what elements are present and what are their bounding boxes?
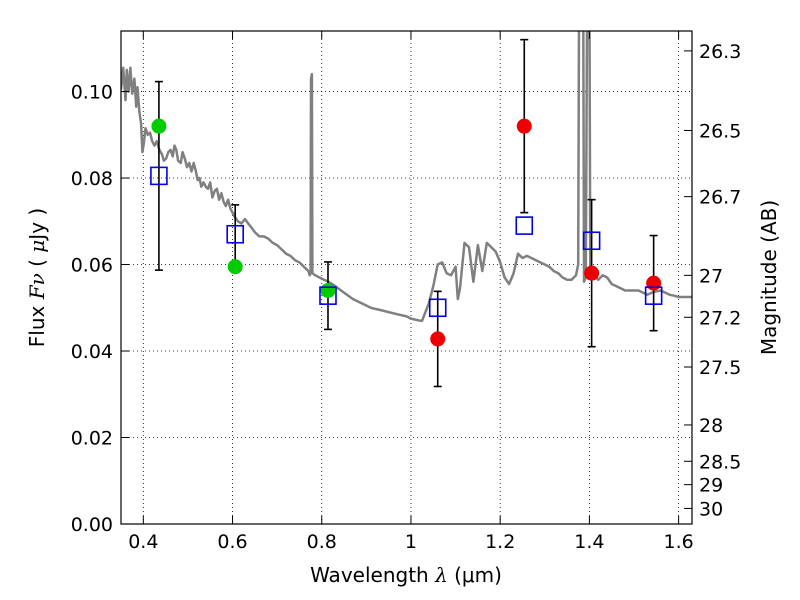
x-tick-label: 0.8 (307, 531, 337, 553)
plot-frame (120, 30, 693, 525)
data-point-square (644, 286, 663, 305)
x-axis-label: Wavelength λ (μm) (310, 563, 502, 587)
model-spectrum-line (121, 31, 692, 322)
right-tick-label: 28.5 (699, 451, 741, 473)
right-tick-label: 26.5 (699, 120, 741, 142)
right-tick-label: 28 (699, 415, 723, 437)
data-point-square (319, 286, 337, 305)
x-tick-label: 1.4 (574, 531, 604, 553)
y-tick-label: 0.02 (71, 428, 113, 450)
right-tick-label: 27.2 (699, 307, 741, 329)
axis-ticks: 0.4 0.6 0.8 1 1.2 1.4 1.6 0.00 0.02 0.04 0.06 0.08 0… (71, 31, 741, 553)
y-axis-right-label: Magnitude (AB) (757, 200, 781, 355)
x-tick-label: 1.6 (664, 531, 694, 553)
y-axis-label: Flux Fν ( μJy ) (25, 208, 49, 347)
data-point-circle (646, 275, 662, 291)
y-tick-label: 0.04 (71, 341, 113, 363)
data-point-square (582, 231, 601, 251)
y-tick-label: 0.06 (71, 255, 113, 277)
right-tick-label: 30 (699, 498, 723, 520)
x-tick-label: 1.2 (485, 531, 515, 553)
right-tick-label: 29 (699, 475, 723, 497)
right-tick-label: 26.3 (699, 41, 741, 63)
data-point-square (226, 224, 244, 244)
data-point-circle (151, 118, 167, 134)
x-tick-label: 0.6 (217, 531, 247, 553)
error-bars-layer (154, 38, 658, 388)
data-point-square (428, 298, 447, 318)
data-point-square (515, 216, 534, 235)
data-point-circle (584, 265, 600, 281)
data-point-circle (320, 282, 336, 298)
x-tick-label: 0.4 (128, 531, 158, 553)
right-tick-label: 27.5 (699, 357, 741, 379)
data-point-square (150, 166, 168, 186)
y-tick-label: 0.10 (71, 82, 113, 104)
data-markers-layer (150, 118, 663, 347)
model-spectrum-layer (121, 31, 692, 322)
right-tick-label: 26.7 (699, 187, 741, 209)
right-tick-label: 27 (699, 265, 723, 287)
data-point-circle (227, 259, 243, 275)
y-tick-label: 0.00 (71, 514, 113, 536)
data-point-circle (516, 118, 532, 134)
y-tick-label: 0.08 (71, 168, 113, 190)
data-point-circle (430, 331, 446, 347)
x-tick-label: 1 (405, 531, 417, 553)
